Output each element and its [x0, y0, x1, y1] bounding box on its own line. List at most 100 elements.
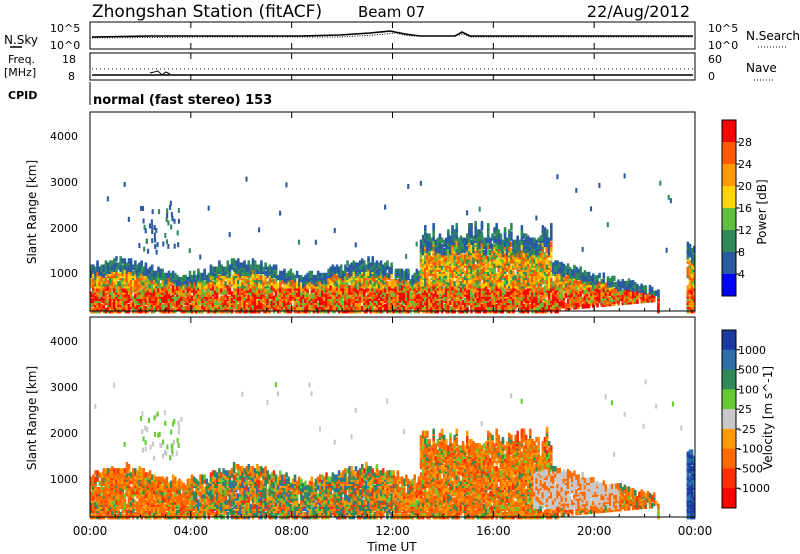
scatter-cell — [356, 289, 360, 295]
scatter-cell — [562, 282, 566, 288]
scatter-cell — [274, 283, 278, 289]
scatter-cell — [205, 283, 209, 289]
scatter-cell — [566, 302, 570, 309]
scatter-cell — [144, 270, 148, 277]
scatter-cell — [245, 278, 248, 285]
scatter-cell — [623, 280, 627, 287]
scatter-cell — [619, 281, 622, 287]
scatter-cell — [165, 272, 169, 279]
scatter-cell — [499, 239, 503, 245]
scatter-cell — [258, 283, 261, 289]
scatter-cell — [96, 270, 99, 277]
scatter-cell — [543, 274, 547, 281]
scatter-cell — [190, 283, 194, 289]
scatter-cell — [484, 285, 488, 291]
scatter-cell — [283, 295, 286, 301]
scatter-cell — [510, 268, 513, 275]
scatter-cell — [358, 272, 362, 279]
scatter-cell — [167, 276, 171, 283]
scatter-cell — [491, 278, 494, 285]
scatter-cell — [430, 256, 433, 262]
scatter-cell — [615, 287, 618, 294]
scatter-cell — [115, 287, 118, 293]
scatter-cell — [306, 295, 309, 301]
scatter-cell — [94, 305, 97, 312]
scatter-cell — [211, 270, 215, 277]
scatter-cell — [415, 272, 419, 279]
scatter-cell — [344, 268, 347, 275]
scatter-cell — [543, 293, 547, 299]
scatter-cell — [312, 287, 316, 293]
scatter-cell — [111, 291, 114, 297]
scatter-cell — [323, 278, 326, 285]
scatter-cell — [125, 262, 129, 268]
scatter-cell — [508, 235, 511, 241]
scatter-cell — [535, 281, 538, 287]
scatter-cell — [478, 270, 482, 277]
scatter-cell — [127, 295, 131, 301]
scatter-cell — [577, 268, 580, 274]
scatter-cell — [129, 289, 133, 295]
scatter-cell — [323, 272, 326, 279]
scatter-cell — [394, 278, 398, 285]
scatter-cell — [331, 303, 335, 310]
scatter-cell — [310, 270, 314, 277]
noise-search-trace — [91, 32, 693, 39]
scatter-cell — [547, 260, 551, 266]
scatter-cell — [468, 272, 471, 279]
scatter-cell — [495, 237, 498, 243]
scatter-cell — [592, 283, 595, 290]
scatter-cell — [283, 283, 286, 289]
scatter-cell — [218, 297, 221, 304]
scatter-cell — [558, 261, 561, 268]
scatter-cell — [390, 278, 393, 285]
scatter-cell — [270, 291, 274, 297]
scatter-cell — [501, 291, 505, 297]
scatter-cell — [442, 239, 446, 245]
scatter-cell — [258, 274, 261, 281]
scatter-cell — [497, 252, 501, 258]
scatter-cell — [556, 260, 559, 266]
scatter-cell — [474, 245, 477, 252]
scatter-cell — [144, 281, 148, 287]
scatter-cell — [587, 292, 591, 298]
scatter-cell — [455, 295, 459, 301]
scatter-cell — [253, 260, 257, 266]
scatter-cell — [92, 301, 95, 308]
scatter-cell — [529, 258, 532, 264]
scatter-cell — [497, 272, 501, 279]
scatter-cell — [171, 285, 175, 291]
scatter-cell — [430, 305, 433, 312]
scatter-cell — [318, 272, 322, 279]
scatter-cell — [100, 289, 104, 295]
scatter-cell — [524, 270, 528, 277]
scatter-cell — [344, 264, 347, 270]
scatter-cell — [526, 276, 530, 283]
scatter-cell — [203, 268, 206, 275]
scatter-cell — [482, 249, 486, 256]
scatter-cell — [239, 295, 242, 301]
freq-excursion — [149, 70, 171, 76]
scatter-cell — [222, 270, 225, 277]
scatter-cell — [358, 268, 362, 275]
scatter-cell — [222, 301, 225, 308]
scatter-cell — [480, 247, 484, 254]
scatter-cell — [480, 220, 484, 227]
scatter-cell — [96, 283, 99, 289]
scatter-cell — [209, 283, 213, 289]
scatter-cell — [550, 254, 553, 260]
scatter-cell — [482, 301, 486, 308]
scatter-cell — [598, 182, 601, 188]
scatter-cell — [499, 245, 503, 252]
scatter-cell — [117, 281, 120, 287]
scatter-cell — [379, 260, 383, 266]
scatter-cell — [403, 305, 406, 312]
scatter-cell — [554, 260, 557, 266]
scatter-cell — [136, 299, 139, 306]
scatter-cell — [596, 287, 599, 293]
scatter-cell — [94, 266, 97, 272]
scatter-cell — [123, 299, 127, 306]
scatter-cell — [562, 300, 566, 307]
scatter-cell — [512, 239, 515, 245]
scatter-cell — [272, 295, 276, 301]
